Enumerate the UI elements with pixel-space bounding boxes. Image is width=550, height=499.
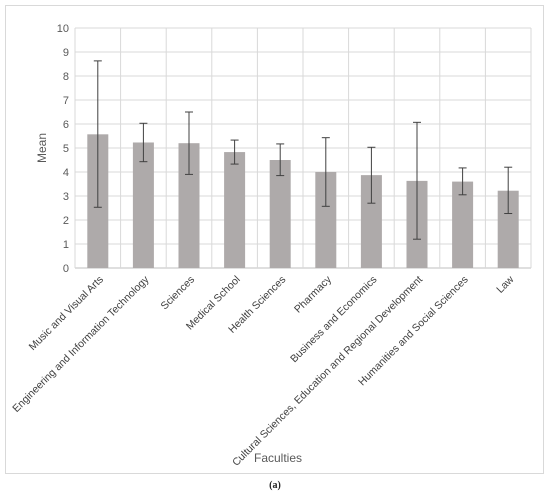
y-tick-labels: 0 1 2 3 4 5 6 7 8 9 10 [57,23,69,275]
bar [452,181,474,268]
y-tick-label: 3 [63,191,69,203]
y-tick-label: 0 [63,263,69,275]
x-category-label: Music and Visual Arts [27,274,106,353]
bar [178,143,200,268]
y-tick-label: 1 [63,239,69,251]
y-axis-title: Mean [35,133,49,163]
x-category-label: Law [494,273,516,295]
x-category-label: Business and Economics [288,274,379,365]
y-tick-label: 6 [63,119,69,131]
bar [360,175,382,268]
bar [224,152,246,268]
bar [315,172,337,268]
x-category-label: Sciences [159,274,198,313]
y-tick-label: 2 [63,215,69,227]
bar [269,160,291,268]
y-tick-label: 5 [63,143,69,155]
bar [497,190,519,268]
y-tick-label: 4 [63,167,69,179]
y-tick-label: 9 [63,47,69,59]
x-category-label: Pharmacy [292,273,334,315]
bar [132,142,154,268]
y-tick-label: 8 [63,71,69,83]
error-bars [93,60,513,240]
y-tick-label: 10 [57,23,69,35]
figure-caption: (a) [269,480,281,491]
y-tick-label: 7 [63,95,69,107]
x-axis-title: Faculties [254,451,302,465]
